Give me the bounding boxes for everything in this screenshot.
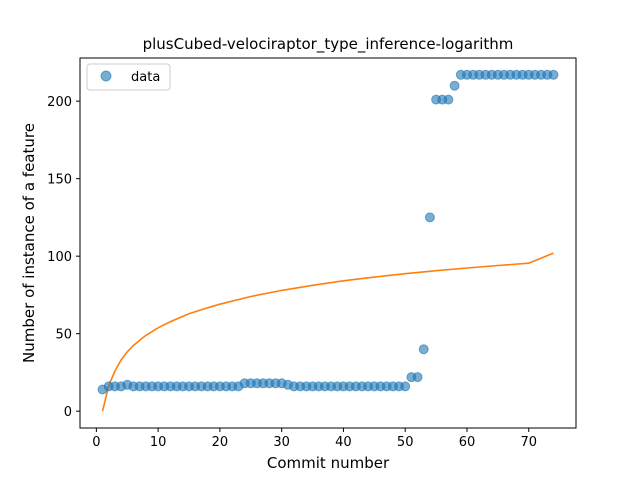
y-tick-label: 200 [47, 95, 72, 110]
y-tick-label: 50 [55, 328, 72, 343]
x-axis-ticks: 0 10 20 30 40 50 60 70 [92, 428, 537, 450]
chart-title: plusCubed-velociraptor_type_inference-lo… [143, 35, 514, 54]
y-tick-label: 100 [47, 250, 72, 265]
legend-marker [100, 70, 112, 82]
data-point [449, 80, 460, 91]
data-point [418, 344, 429, 355]
x-tick-label: 20 [212, 435, 229, 450]
data-point [443, 94, 454, 105]
x-tick-label: 60 [459, 435, 476, 450]
x-tick-label: 0 [92, 435, 100, 450]
legend-box [86, 63, 171, 91]
data-point [424, 212, 435, 223]
legend-label: data [131, 70, 160, 85]
data-point [412, 372, 423, 383]
x-tick-label: 10 [150, 435, 167, 450]
x-tick-label: 50 [397, 435, 414, 450]
data-point [400, 381, 411, 392]
x-tick-label: 70 [520, 435, 537, 450]
y-axis-ticks: 0 50 100 150 200 [47, 95, 80, 420]
x-tick-label: 40 [335, 435, 352, 450]
x-tick-label: 30 [273, 435, 290, 450]
legend: data [86, 63, 171, 91]
x-axis-label: Commit number [267, 454, 390, 472]
fit-curve-line [101, 252, 554, 412]
y-axis-label: Number of instance of a feature [20, 123, 38, 363]
y-tick-label: 0 [64, 405, 72, 420]
y-tick-label: 150 [47, 173, 72, 188]
axes-frame [79, 57, 577, 429]
plot-area [97, 69, 559, 412]
data-point [548, 69, 559, 80]
